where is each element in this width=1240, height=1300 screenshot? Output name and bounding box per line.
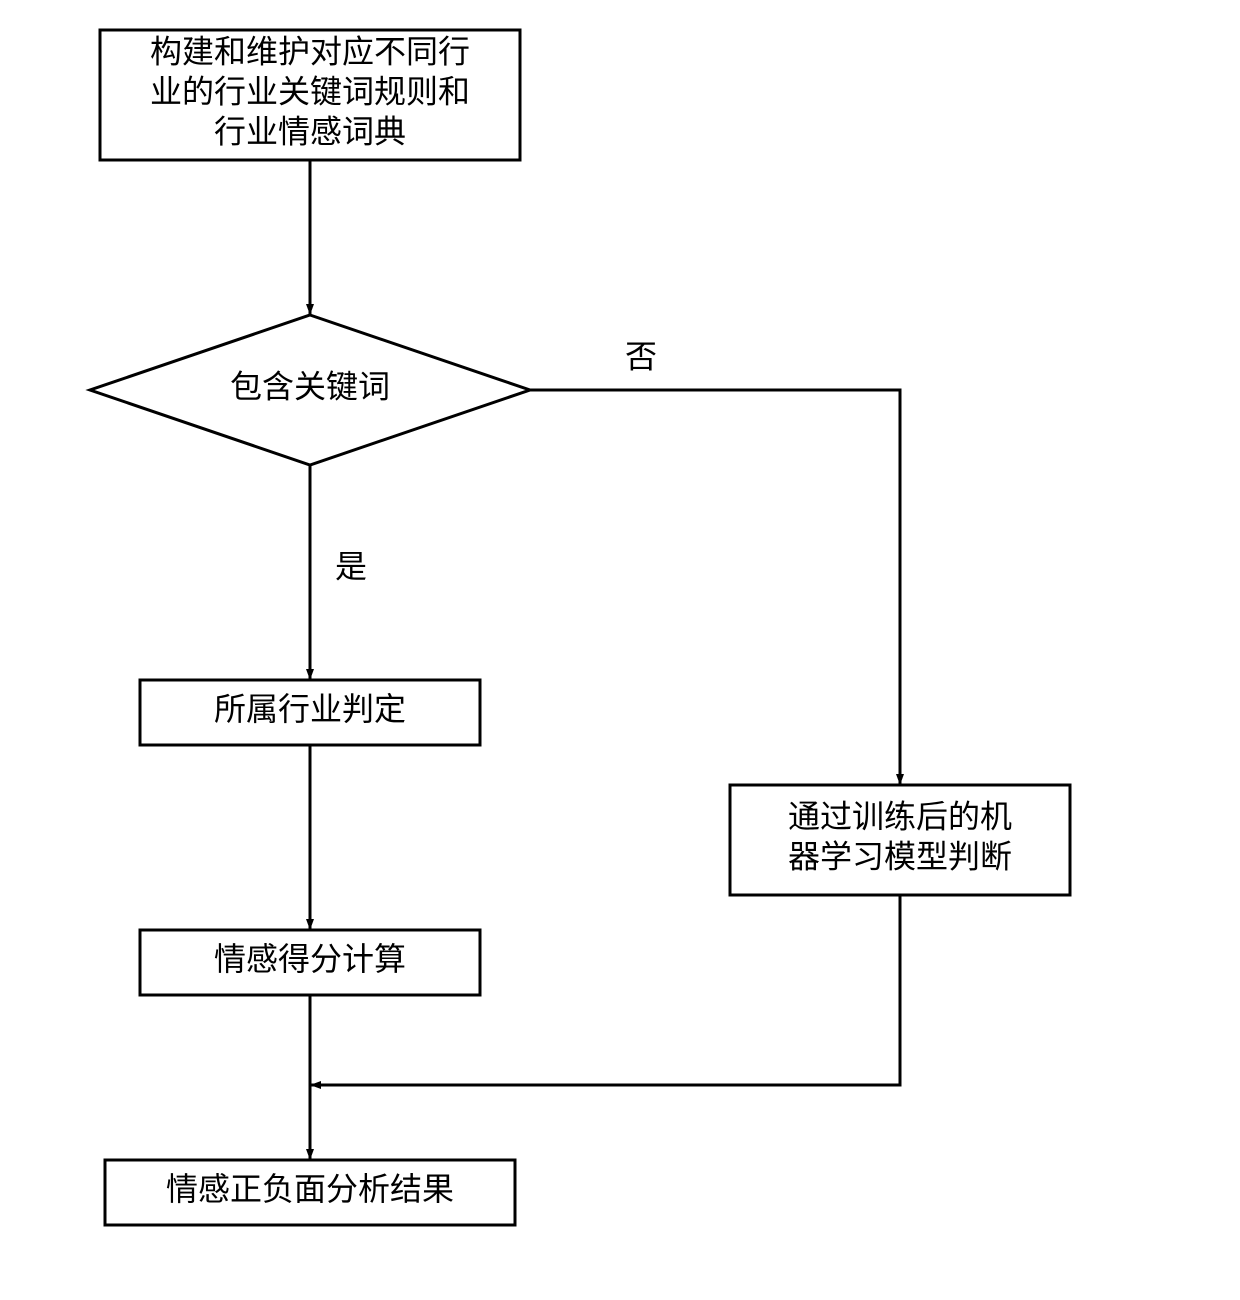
node-text-n6-1: 器学习模型判断 [788, 838, 1012, 874]
node-n1: 构建和维护对应不同行业的行业关键词规则和行业情感词典 [100, 30, 520, 160]
node-text-n1-1: 业的行业关键词规则和 [150, 73, 470, 109]
flowchart-canvas: 是否构建和维护对应不同行业的行业关键词规则和行业情感词典包含关键词所属行业判定情… [0, 0, 1240, 1300]
edge-e5 [530, 390, 900, 785]
node-text-n5-0: 情感正负面分析结果 [166, 1171, 454, 1207]
node-n2: 包含关键词 [90, 315, 530, 465]
node-n4: 情感得分计算 [140, 930, 480, 995]
node-n3: 所属行业判定 [140, 680, 480, 745]
node-text-n1-0: 构建和维护对应不同行 [150, 33, 470, 69]
edge-label-e5: 否 [625, 338, 657, 374]
node-n6: 通过训练后的机器学习模型判断 [730, 785, 1070, 895]
node-text-n1-2: 行业情感词典 [214, 113, 406, 149]
node-text-n3-0: 所属行业判定 [214, 691, 406, 727]
edge-label-e2: 是 [335, 548, 367, 584]
node-n5: 情感正负面分析结果 [105, 1160, 515, 1225]
node-text-n6-0: 通过训练后的机 [788, 798, 1012, 834]
node-text-n2-0: 包含关键词 [230, 368, 390, 404]
node-text-n4-0: 情感得分计算 [214, 941, 406, 977]
